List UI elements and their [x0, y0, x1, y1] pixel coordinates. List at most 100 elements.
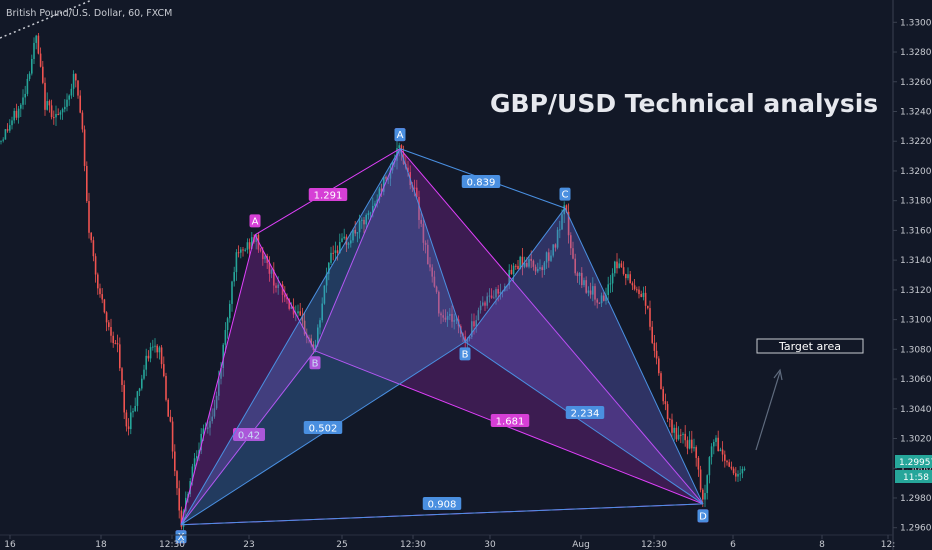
pattern-leg-CD — [399, 148, 704, 505]
symbol-title: British Pound/U.S. Dollar, 60, FXCM — [6, 8, 172, 19]
price-tick-label: 1.30200 — [900, 435, 932, 445]
candle-body — [642, 292, 645, 297]
candle-body — [4, 129, 7, 140]
candle-body — [587, 290, 590, 293]
candle-body — [231, 281, 233, 304]
pattern-triangle-bcd — [315, 148, 703, 504]
candle-body — [33, 42, 35, 59]
candle-body — [130, 412, 132, 430]
candle-body — [530, 258, 532, 261]
candle-body — [521, 256, 524, 267]
candle-body — [532, 260, 535, 267]
ratio-label-xb: 0.502 — [303, 421, 343, 435]
candle-body — [427, 244, 429, 265]
candle-body — [435, 286, 438, 292]
candle-body — [515, 265, 517, 267]
candle-body — [552, 244, 554, 256]
pattern-leg-BD — [314, 350, 704, 505]
time-tick-label: 12:30 — [400, 540, 426, 550]
candle-body — [631, 283, 634, 286]
candle-body — [209, 421, 211, 428]
candle-body — [275, 285, 277, 288]
candle-body — [466, 338, 469, 343]
candle-body — [724, 454, 726, 461]
candle-body — [343, 236, 345, 239]
candle-body — [585, 280, 587, 293]
price-tick-label: 1.31800 — [900, 197, 932, 207]
svg-text:0.502: 0.502 — [309, 424, 338, 435]
candle-body — [292, 306, 295, 315]
candle-body — [196, 456, 198, 459]
candle-body — [53, 117, 55, 119]
candle-body — [512, 265, 515, 275]
candle-body — [519, 256, 521, 270]
time-axis[interactable]: 16 18 12:30 23 25 12:30 30 Aug 12:30 6 8 12: — [0, 534, 895, 550]
price-tick-label: 1.29600 — [900, 524, 932, 534]
pattern-leg-BC — [464, 207, 566, 343]
svg-text:2.234: 2.234 — [571, 409, 600, 420]
candle-body — [68, 95, 70, 100]
candle-body — [537, 268, 539, 272]
candle-body — [92, 240, 95, 257]
ratio-label-ac: 1.291 — [308, 188, 348, 202]
point-label-c: C — [559, 187, 571, 201]
price-tick-label: 1.31600 — [900, 226, 932, 236]
candle-body — [523, 262, 526, 267]
svg-text:B: B — [312, 358, 319, 369]
candle-body — [662, 389, 664, 402]
candle-body — [191, 466, 194, 481]
candle-body — [473, 321, 475, 327]
candle-body — [611, 273, 614, 284]
candle-body — [559, 229, 561, 231]
candle-body — [363, 219, 365, 225]
candle-body — [398, 145, 400, 149]
candle-body — [200, 433, 202, 451]
candle-body — [578, 272, 581, 277]
candle-body — [708, 457, 711, 476]
candle-body — [534, 266, 537, 272]
candle-body — [418, 196, 420, 220]
candle-body — [13, 110, 15, 121]
candle-body — [42, 66, 44, 83]
time-tick-label: 12:30 — [641, 540, 667, 550]
candle-body — [81, 112, 84, 130]
candle-body — [37, 35, 40, 54]
point-label-d: D — [697, 509, 709, 523]
candle-body — [226, 318, 229, 330]
candle-body — [710, 446, 713, 458]
candle-body — [424, 242, 427, 245]
candle-body — [202, 428, 205, 434]
candle-body — [539, 267, 541, 269]
pattern-bat-2: 0.502 0.839 2.234 0.908 X A B C D — [175, 128, 709, 544]
candle-body — [270, 269, 273, 274]
candle-body — [61, 109, 64, 113]
candle-body — [44, 82, 46, 110]
candle-body — [508, 269, 510, 286]
candle-body — [213, 408, 216, 417]
pattern-triangle-xab — [181, 148, 465, 525]
candle-body — [684, 433, 686, 441]
price-axis[interactable]: 1.29600 1.29800 1.30000 1.30200 1.30400 1.306… — [892, 0, 932, 550]
time-tick-label: 30 — [484, 540, 496, 550]
candle-body — [325, 273, 328, 286]
candle-body — [99, 288, 101, 295]
candle-body — [264, 256, 266, 260]
svg-text:A: A — [397, 130, 404, 141]
candle-body — [229, 303, 231, 319]
candle-body — [284, 294, 286, 298]
candle-body — [721, 449, 724, 455]
candle-body — [453, 320, 455, 322]
price-tick-label: 1.30600 — [900, 375, 932, 385]
candle-body — [407, 167, 409, 173]
candle-body — [310, 338, 312, 345]
candle-body — [361, 219, 363, 221]
point-label-x: X — [175, 530, 187, 544]
price-tick-label: 1.33000 — [900, 18, 932, 28]
candle-body — [83, 129, 86, 166]
pattern-leg-CD — [564, 207, 704, 505]
candle-body — [671, 419, 673, 433]
candle-body — [438, 291, 440, 314]
candle-body — [145, 355, 147, 370]
candle-body — [330, 252, 332, 263]
